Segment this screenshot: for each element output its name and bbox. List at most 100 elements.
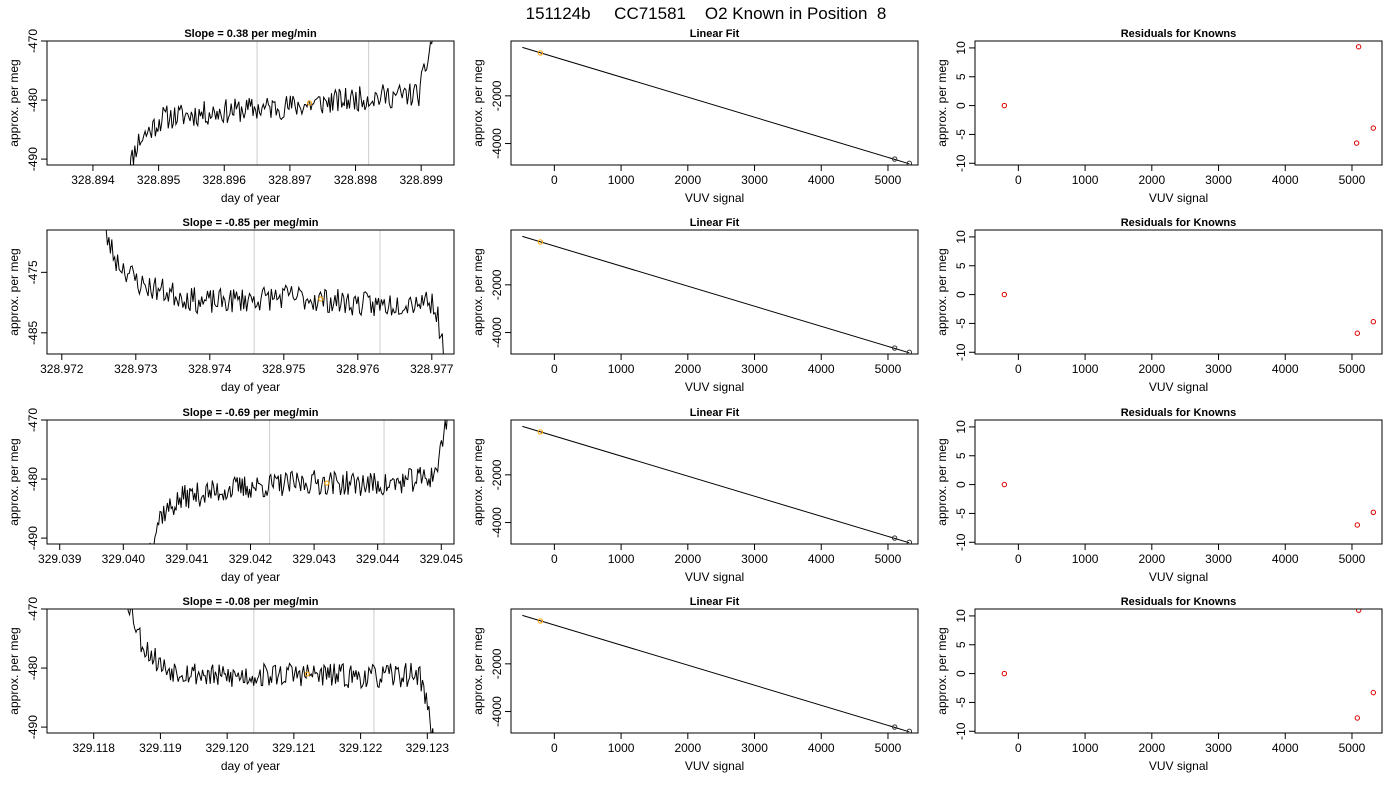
y-tick-label: -10	[954, 154, 968, 172]
x-tick-label: 1000	[608, 741, 635, 755]
x-tick-label: 1000	[1072, 552, 1099, 566]
x-tick-label: 5000	[1339, 173, 1366, 187]
fit-line	[522, 425, 910, 544]
data-point	[1370, 509, 1377, 515]
x-tick-label: 2000	[1138, 362, 1165, 376]
y-axis-label: approx. per meg	[7, 248, 21, 335]
data-point	[1001, 670, 1008, 677]
y-axis-label: approx. per meg	[471, 248, 485, 335]
x-tick-label: 2000	[674, 552, 701, 566]
x-tick-label: 1000	[1072, 741, 1099, 755]
x-tick-label: 3000	[741, 741, 768, 755]
y-tick-label: -4000	[490, 128, 504, 159]
x-tick-label: 2000	[674, 173, 701, 187]
known-marker	[307, 100, 313, 106]
x-tick-label: 5000	[875, 362, 902, 376]
y-tick-label: -10	[954, 343, 968, 361]
x-tick-label: 329.045	[420, 552, 464, 566]
panel-title: Residuals for Knowns	[1121, 407, 1237, 419]
data-point	[1001, 102, 1008, 109]
plot-area	[1001, 291, 1377, 336]
y-axis-label: approx. per meg	[7, 627, 21, 714]
data-point	[906, 349, 913, 354]
x-axis-label: VUV signal	[1149, 759, 1208, 773]
y-axis-label: approx. per meg	[935, 59, 949, 146]
x-tick-label: 3000	[1205, 741, 1232, 755]
plot-area	[522, 614, 913, 733]
y-tick-label: -480	[26, 467, 40, 491]
y-tick-label: -490	[26, 715, 40, 739]
plot-area	[522, 46, 913, 165]
x-tick-label: 1000	[608, 362, 635, 376]
data-point	[537, 618, 544, 624]
y-tick-label: 0	[954, 291, 968, 298]
x-tick-label: 4000	[1272, 552, 1299, 566]
data-point	[891, 535, 898, 541]
panel-1-trace: 328.894 328.895 328.896 328.897 328.898 328.8…	[7, 28, 455, 205]
panel-3-linear-fit: 0 1000 2000 3000 4000 5000 -4000 -2000 Linear Fi…	[471, 407, 919, 584]
data-point	[1355, 609, 1362, 613]
data-point	[537, 50, 544, 56]
x-tick-label: 328.976	[336, 362, 380, 376]
x-axis-label: day of year	[221, 380, 280, 394]
y-tick-label: -2000	[490, 459, 504, 490]
x-tick-label: 328.896	[203, 173, 247, 187]
x-tick-label: 0	[1015, 173, 1022, 187]
plot-area	[129, 41, 433, 165]
x-axis-label: day of year	[221, 191, 280, 205]
x-tick-label: 3000	[1205, 552, 1232, 566]
data-point	[537, 239, 544, 245]
data-point	[1354, 522, 1361, 528]
x-tick-label: 328.894	[71, 173, 115, 187]
panel-title: Linear Fit	[690, 407, 740, 419]
plot-area	[1001, 481, 1377, 528]
x-axis-label: VUV signal	[1149, 570, 1208, 584]
x-tick-label: 1000	[608, 552, 635, 566]
x-tick-label: 5000	[875, 552, 902, 566]
x-tick-label: 4000	[808, 741, 835, 755]
plot-area	[127, 609, 434, 733]
x-tick-label: 4000	[1272, 362, 1299, 376]
plot-area	[522, 425, 913, 544]
panel-4-residuals: 0 1000 2000 3000 4000 5000 -10 -5 0 5 10 Residuals …	[935, 596, 1383, 773]
x-tick-label: 0	[551, 552, 558, 566]
x-tick-label: 328.899	[399, 173, 443, 187]
y-tick-label: -4000	[490, 317, 504, 348]
x-tick-label: 3000	[741, 173, 768, 187]
fit-line	[522, 614, 910, 733]
panel-title: Residuals for Knowns	[1121, 28, 1237, 40]
panel-1-linear-fit: 0 1000 2000 3000 4000 5000 -4000 -2000 Linear Fi…	[471, 28, 919, 205]
panel-title: Slope = 0.38 per meg/min	[184, 28, 317, 40]
x-tick-label: 2000	[1138, 552, 1165, 566]
y-tick-label: -4000	[490, 696, 504, 727]
x-axis-label: VUV signal	[1149, 380, 1208, 394]
panel-title: Residuals for Knowns	[1121, 217, 1237, 229]
data-point	[1354, 330, 1361, 336]
x-tick-label: 0	[1015, 552, 1022, 566]
x-tick-label: 329.118	[72, 741, 115, 755]
x-tick-label: 329.122	[339, 741, 383, 755]
y-axis-label: approx. per meg	[7, 59, 21, 146]
y-tick-label: -2000	[490, 80, 504, 111]
x-tick-label: 329.121	[272, 741, 316, 755]
x-tick-label: 4000	[808, 552, 835, 566]
y-tick-label: 0	[954, 102, 968, 109]
x-axis-label: VUV signal	[685, 380, 744, 394]
x-tick-label: 328.898	[334, 173, 378, 187]
y-axis-label: approx. per meg	[935, 627, 949, 714]
x-tick-label: 0	[551, 741, 558, 755]
signal-trace	[129, 41, 433, 165]
data-point	[1353, 140, 1360, 146]
x-tick-label: 328.975	[262, 362, 306, 376]
x-tick-label: 328.973	[114, 362, 158, 376]
x-tick-label: 329.043	[292, 552, 336, 566]
x-tick-label: 1000	[1072, 362, 1099, 376]
x-axis-label: day of year	[221, 570, 280, 584]
y-tick-label: -5	[954, 129, 968, 140]
panel-title: Slope = -0.69 per meg/min	[182, 407, 318, 419]
x-tick-label: 4000	[1272, 741, 1299, 755]
x-tick-label: 329.041	[165, 552, 209, 566]
y-axis-label: approx. per meg	[935, 438, 949, 525]
x-tick-label: 4000	[808, 173, 835, 187]
y-tick-label: -5	[954, 508, 968, 519]
